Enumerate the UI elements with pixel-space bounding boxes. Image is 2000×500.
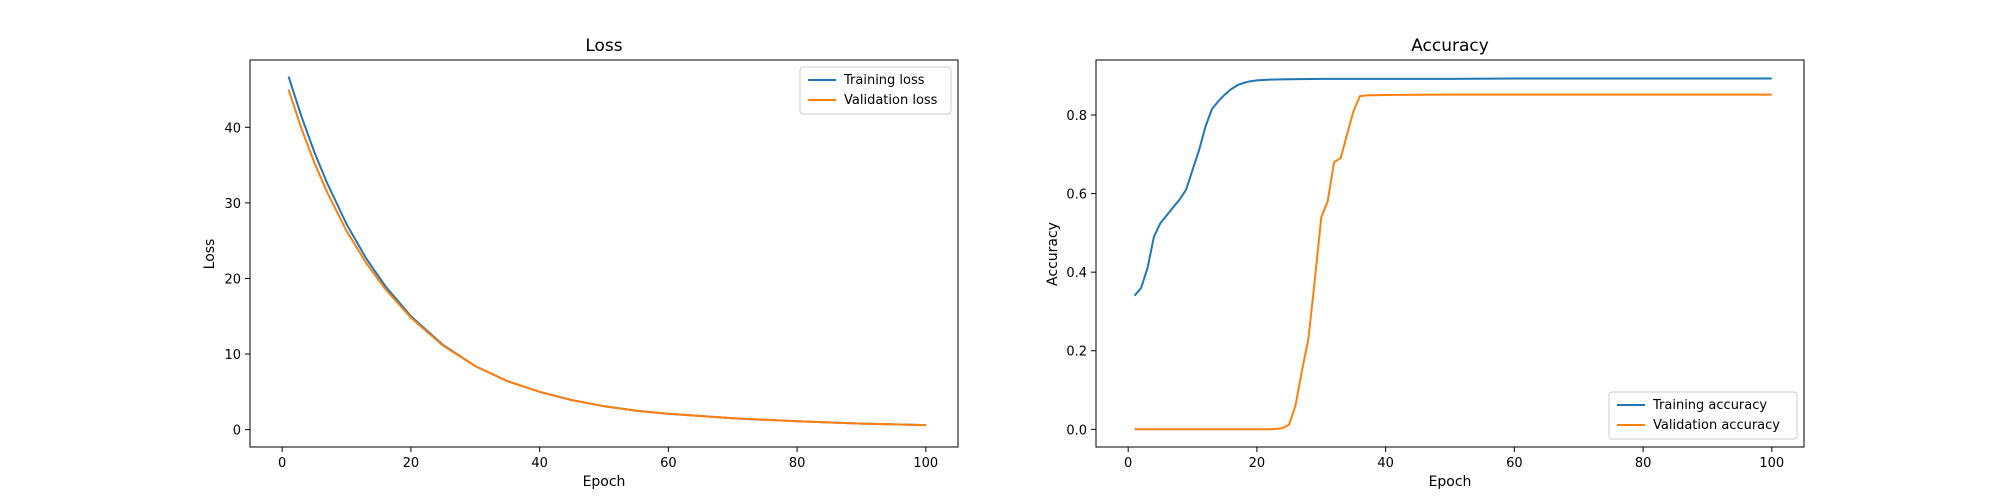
loss-x-axis-label: Epoch bbox=[583, 474, 626, 490]
accuracy-legend: Training accuracy Validation accuracy bbox=[1608, 391, 1798, 440]
loss-y-tick-label: 30 bbox=[224, 197, 241, 212]
loss-legend: Training loss Validation loss bbox=[799, 66, 952, 115]
accuracy-y-tick-label: 0.0 bbox=[1066, 423, 1087, 438]
accuracy-x-axis-label: Epoch bbox=[1429, 474, 1472, 490]
loss-y-axis-label: Loss bbox=[202, 239, 218, 270]
accuracy-x-ticks: 0 20 40 60 80 100 bbox=[1124, 447, 1784, 471]
accuracy-y-ticks: 0.0 0.2 0.4 0.6 0.8 bbox=[1066, 109, 1096, 438]
accuracy-x-tick-label: 60 bbox=[1506, 456, 1523, 471]
loss-x-ticks: 0 20 40 60 80 100 bbox=[278, 447, 938, 471]
loss-x-tick-label: 100 bbox=[913, 456, 938, 471]
loss-y-tick-label: 40 bbox=[224, 121, 241, 136]
accuracy-x-tick-label: 80 bbox=[1635, 456, 1652, 471]
training-accuracy-line bbox=[1133, 77, 1772, 297]
accuracy-x-tick-label: 100 bbox=[1759, 456, 1784, 471]
loss-y-tick-label: 0 bbox=[233, 424, 241, 439]
loss-x-tick-label: 40 bbox=[531, 456, 548, 471]
loss-plot-area bbox=[287, 76, 926, 427]
loss-legend-box bbox=[799, 66, 952, 115]
accuracy-chart: Accuracy 0 20 40 60 80 100 0.0 0.2 0.4 0.6 0.8 Ep… bbox=[1045, 36, 1805, 490]
accuracy-y-axis-label: Accuracy bbox=[1045, 222, 1061, 286]
accuracy-legend-box bbox=[1608, 391, 1798, 440]
loss-x-tick-label: 20 bbox=[403, 456, 420, 471]
accuracy-y-tick-label: 0.2 bbox=[1066, 345, 1087, 360]
loss-axes-frame bbox=[249, 59, 959, 448]
validation-accuracy-line bbox=[1134, 93, 1772, 431]
accuracy-y-tick-label: 0.4 bbox=[1066, 266, 1087, 281]
accuracy-y-tick-label: 0.8 bbox=[1066, 109, 1087, 124]
accuracy-legend-label-training: Training accuracy bbox=[1652, 398, 1767, 413]
validation-loss-line bbox=[287, 89, 926, 427]
accuracy-x-tick-label: 0 bbox=[1124, 456, 1132, 471]
loss-legend-label-training: Training loss bbox=[843, 73, 925, 88]
accuracy-legend-label-validation: Validation accuracy bbox=[1653, 418, 1780, 433]
accuracy-x-tick-label: 40 bbox=[1377, 456, 1394, 471]
loss-chart: Loss 0 20 40 60 80 100 0 10 20 30 40 Epoch Loss T… bbox=[202, 36, 959, 490]
loss-chart-title: Loss bbox=[585, 36, 622, 56]
loss-x-tick-label: 0 bbox=[278, 456, 286, 471]
loss-y-tick-label: 10 bbox=[224, 348, 241, 363]
loss-y-tick-label: 20 bbox=[224, 272, 241, 287]
loss-x-tick-label: 60 bbox=[660, 456, 677, 471]
loss-x-tick-label: 80 bbox=[789, 456, 806, 471]
accuracy-x-tick-label: 20 bbox=[1249, 456, 1266, 471]
accuracy-axes-frame bbox=[1095, 59, 1805, 448]
loss-legend-label-validation: Validation loss bbox=[844, 93, 938, 108]
loss-y-ticks: 0 10 20 30 40 bbox=[224, 121, 250, 439]
accuracy-plot-area bbox=[1133, 77, 1772, 431]
accuracy-y-tick-label: 0.6 bbox=[1066, 188, 1087, 203]
accuracy-chart-title: Accuracy bbox=[1411, 36, 1489, 56]
